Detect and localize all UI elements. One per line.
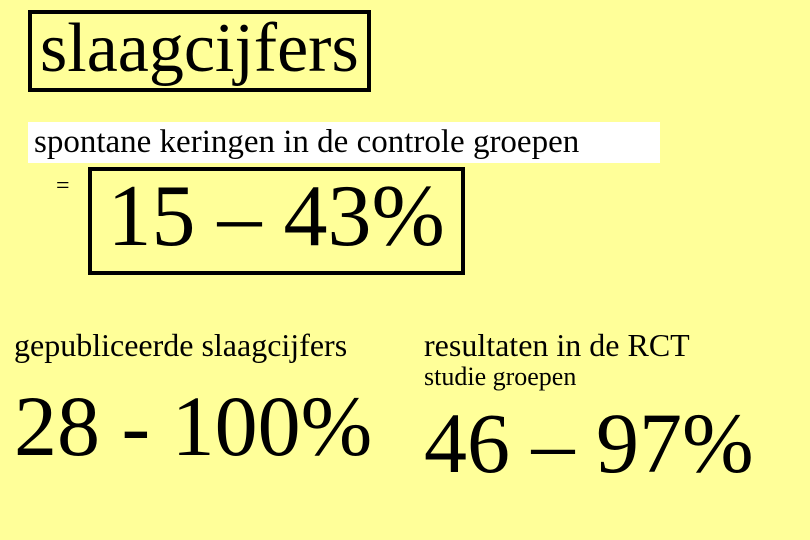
title-box: slaagcijfers bbox=[28, 10, 371, 92]
published-column: gepubliceerde slaagcijfers 28 - 100% bbox=[14, 328, 404, 471]
equals-sign: = bbox=[56, 173, 70, 200]
subtitle-bar: spontane keringen in de controle groepen bbox=[28, 122, 660, 163]
subtitle-text: spontane keringen in de controle groepen bbox=[34, 124, 579, 160]
rct-label-line2: studie groepen bbox=[424, 363, 804, 392]
spontaneous-range-box: 15 – 43% bbox=[88, 167, 465, 275]
published-value: 28 - 100% bbox=[14, 381, 404, 471]
rct-value: 46 – 97% bbox=[424, 398, 804, 488]
spontaneous-range-value: 15 – 43% bbox=[108, 168, 445, 265]
rct-column: resultaten in de RCT studie groepen 46 –… bbox=[424, 328, 804, 488]
title-text: slaagcijfers bbox=[40, 10, 359, 87]
rct-label-line1: resultaten in de RCT bbox=[424, 328, 804, 363]
spontaneous-range-row: = 15 – 43% bbox=[56, 167, 465, 275]
published-label: gepubliceerde slaagcijfers bbox=[14, 328, 404, 363]
